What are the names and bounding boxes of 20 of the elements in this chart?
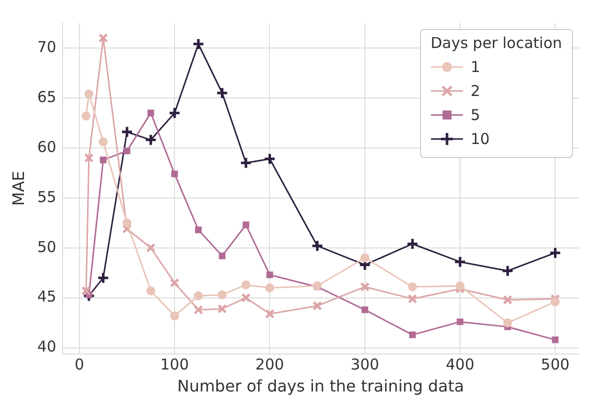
x-tick-label: 300 [350, 356, 380, 374]
y-tick-label: 50 [37, 238, 56, 256]
x-axis-title: Number of days in the training data [177, 376, 464, 396]
legend-title: Days per location [430, 34, 562, 52]
legend-label: 10 [470, 130, 490, 148]
y-tick-label: 45 [37, 288, 56, 306]
x-tick-label: 0 [74, 356, 84, 374]
x-tick-label: 500 [540, 356, 570, 374]
x-tick-label: 100 [160, 356, 189, 374]
y-tick-label: 55 [37, 188, 56, 206]
y-tick-label: 60 [37, 138, 56, 156]
y-tick-label: 65 [37, 88, 56, 106]
y-axis-title: MAE [8, 170, 28, 206]
y-tick-label: 40 [37, 338, 56, 356]
legend-label: 2 [470, 82, 480, 100]
y-tick-label: 70 [37, 38, 56, 56]
legend-label: 5 [470, 106, 480, 124]
x-tick-label: 200 [255, 356, 284, 374]
legend-label: 1 [470, 58, 480, 76]
x-tick-label: 400 [446, 356, 474, 374]
